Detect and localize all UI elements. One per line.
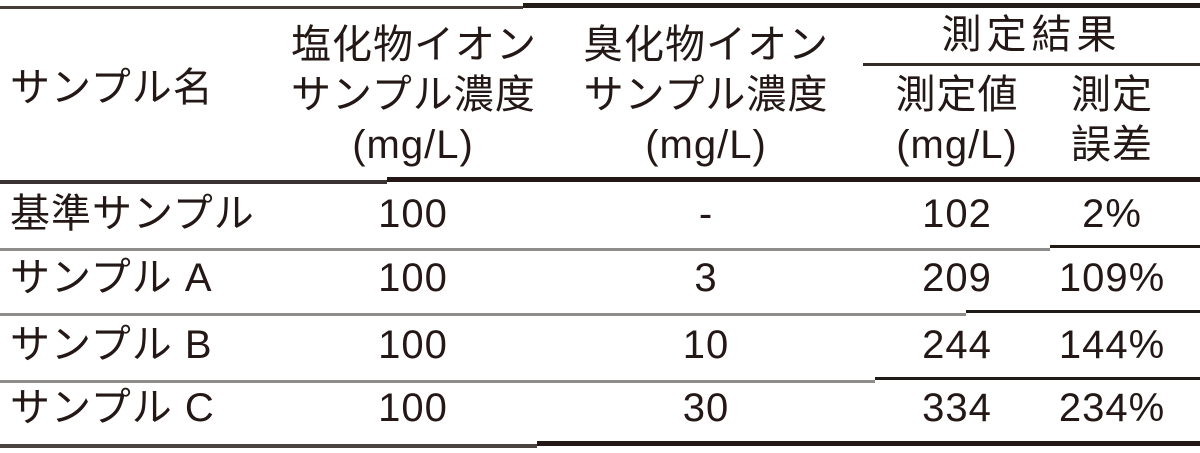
row-separator-2 <box>0 313 966 316</box>
header-chloride-line-3: (mg/L) <box>352 123 474 167</box>
result-group-underline <box>863 63 1200 66</box>
header-chloride-line-1: 塩化物イオン <box>291 23 537 67</box>
row-separator-1 <box>0 248 1050 251</box>
cell-r4-chloride-conc: 100 <box>378 386 448 430</box>
cell-r4-measured-value: 334 <box>922 386 992 430</box>
header-sample-name: サンプル名 <box>10 66 214 110</box>
cell-r1-error: 2% <box>1082 192 1142 236</box>
cell-r1-sample-name: 基準サンプル <box>10 192 255 236</box>
header-rule-left-segment <box>0 180 387 184</box>
top-rule-right-segment <box>523 3 1200 8</box>
cell-r1-chloride-conc: 100 <box>378 192 448 236</box>
header-measurement-error: 測定 誤差 <box>1032 70 1192 170</box>
row-separator-3-dark-end <box>875 377 1200 380</box>
cell-r1-measured-value: 102 <box>922 192 992 236</box>
header-result-group: 測定結果 <box>941 13 1122 57</box>
row-separator-1-dark-end <box>1050 245 1200 248</box>
header-rule-right-segment <box>387 177 1200 182</box>
row-separator-3 <box>0 380 875 383</box>
cell-r3-measured-value: 244 <box>922 323 992 367</box>
cell-r2-bromide-conc: 3 <box>694 256 718 300</box>
cell-r2-error: 109% <box>1058 256 1166 300</box>
bottom-rule-left-segment <box>0 444 537 448</box>
header-bromide-line-3: (mg/L) <box>645 123 767 167</box>
bottom-rule-right-segment <box>537 441 1200 446</box>
header-bromide-concentration: 臭化物イオン サンプル濃度 (mg/L) <box>583 20 829 170</box>
header-error-line-1: 測定 <box>1071 73 1153 117</box>
cell-r3-sample-name: サンプル B <box>10 323 213 367</box>
cell-r2-chloride-conc: 100 <box>378 256 448 300</box>
cell-r4-sample-name: サンプル C <box>10 386 215 430</box>
cell-r2-measured-value: 209 <box>922 256 992 300</box>
header-bromide-line-2: サンプル濃度 <box>583 73 829 117</box>
header-error-line-2: 誤差 <box>1071 123 1153 167</box>
cell-r3-bromide-conc: 10 <box>682 323 730 367</box>
cell-r3-chloride-conc: 100 <box>378 323 448 367</box>
cell-r4-error: 234% <box>1058 386 1166 430</box>
cell-r1-bromide-conc: - <box>698 192 714 236</box>
cell-r2-sample-name: サンプル A <box>10 256 213 300</box>
cell-r3-error: 144% <box>1058 323 1166 367</box>
top-rule-left-segment <box>0 6 523 9</box>
row-separator-2-dark-end <box>966 310 1200 313</box>
header-chloride-concentration: 塩化物イオン サンプル濃度 (mg/L) <box>291 20 537 170</box>
header-measured-line-1: 測定値 <box>895 73 1019 117</box>
cell-r4-bromide-conc: 30 <box>682 386 730 430</box>
header-bromide-line-1: 臭化物イオン <box>583 23 829 67</box>
header-measured-value: 測定値 (mg/L) <box>877 70 1037 170</box>
header-chloride-line-2: サンプル濃度 <box>291 73 536 117</box>
header-measured-line-2: (mg/L) <box>896 123 1018 167</box>
